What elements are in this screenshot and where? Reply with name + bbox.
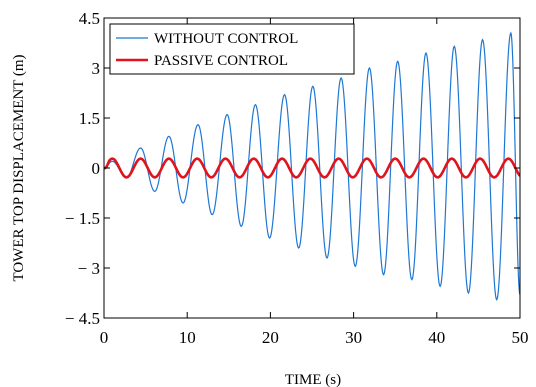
y-tick-label: 4.5	[79, 9, 100, 28]
plot-frame	[103, 17, 521, 319]
series-layer	[104, 31, 520, 301]
y-tick-label: 1.5	[79, 109, 100, 128]
x-tick-label: 20	[262, 328, 279, 347]
y-axis-label: TOWER TOP DISPLACEMENT (m)	[11, 54, 27, 281]
y-tick-label: 3	[92, 59, 101, 78]
legend: WITHOUT CONTROL PASSIVE CONTROL	[109, 23, 355, 75]
legend-label: PASSIVE CONTROL	[154, 53, 288, 69]
x-tick-label: 0	[100, 328, 109, 347]
x-tick-label: 40	[428, 328, 445, 347]
x-tick-label: 10	[179, 328, 196, 347]
y-tick-label: − 3	[78, 259, 100, 278]
x-tick-label: 50	[512, 328, 529, 347]
x-tick-label: 30	[345, 328, 362, 347]
legend-box	[109, 23, 355, 75]
y-tick-label: − 1.5	[65, 209, 100, 228]
y-tick-label: 0	[92, 159, 101, 178]
series-line-passive-control	[104, 157, 520, 179]
series-line-without-control	[104, 31, 520, 301]
legend-label: WITHOUT CONTROL	[154, 31, 298, 47]
x-axis-label: TIME (s)	[285, 372, 341, 387]
y-tick-label: − 4.5	[65, 309, 100, 328]
